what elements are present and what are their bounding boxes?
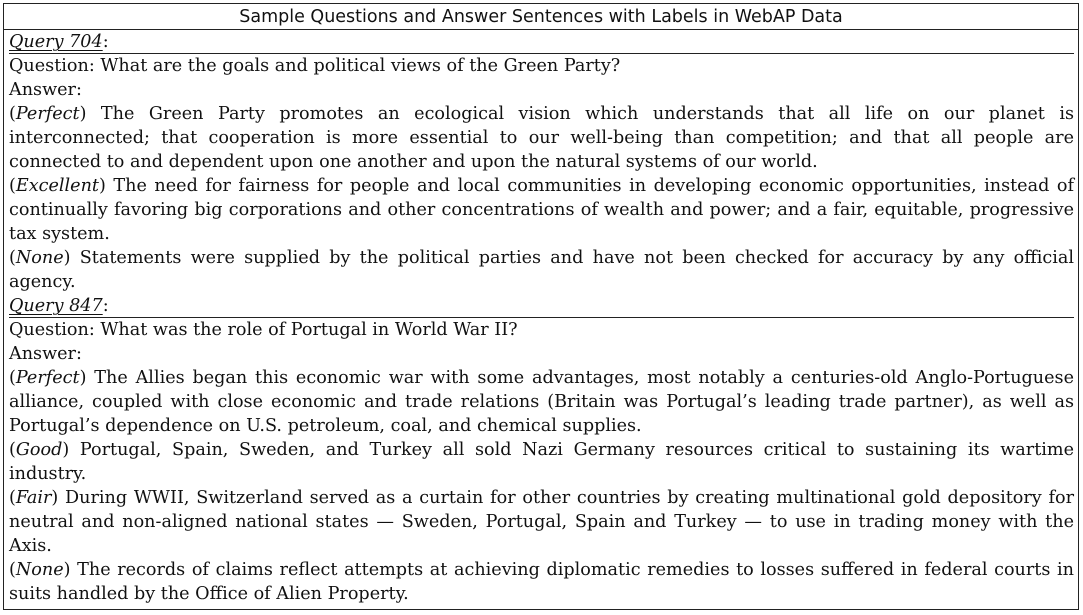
query-704-answer-excellent: (Excellent) The need for fairness for pe… (9, 176, 1074, 244)
query-704-answer-none: (None) Statements were supplied by the p… (9, 248, 1074, 292)
answer-text: The Green Party promotes an ecological v… (9, 104, 1074, 172)
query-847-answer-good: (Good) Portugal, Spain, Sweden, and Turk… (9, 440, 1074, 484)
answer-label: Perfect (15, 368, 80, 388)
table-body: Query 704: Question: What are the goals … (4, 30, 1078, 606)
query-704-header: Query 704: (9, 30, 1074, 54)
sample-table: Sample Questions and Answer Sentences wi… (3, 3, 1079, 610)
answer-text: Statements were supplied by the politica… (9, 248, 1074, 292)
query-704-label: Query 704 (9, 32, 103, 52)
query-847-answer-fair: (Fair) During WWII, Switzerland served a… (9, 488, 1074, 556)
answer-label: None (15, 560, 64, 580)
answer-label: Perfect (15, 104, 80, 124)
query-847-question: Question: What was the role of Portugal … (9, 320, 518, 340)
query-847-answer-perfect: (Perfect) The Allies began this economic… (9, 368, 1074, 436)
answer-text: During WWII, Switzerland served as a cur… (9, 488, 1074, 556)
answer-label: Fair (15, 488, 52, 508)
answer-label: Excellent (15, 176, 99, 196)
query-704-answer-heading: Answer: (9, 80, 82, 100)
query-847-answer-none: (None) The records of claims reflect att… (9, 560, 1074, 604)
answer-label: Good (15, 440, 63, 460)
query-847-answer-heading: Answer: (9, 344, 82, 364)
answer-text: Portugal, Spain, Sweden, and Turkey all … (9, 440, 1074, 484)
answer-text: The Allies began this economic war with … (9, 368, 1074, 436)
query-704-colon: : (102, 32, 109, 52)
query-704-answer-perfect: (Perfect) The Green Party promotes an ec… (9, 104, 1074, 172)
query-847-label: Query 847 (9, 296, 103, 316)
answer-text: The need for fairness for people and loc… (9, 176, 1074, 244)
answer-label: None (15, 248, 64, 268)
query-704-question: Question: What are the goals and politic… (9, 56, 621, 76)
query-847-colon: : (102, 296, 109, 316)
answer-text: The records of claims reflect attempts a… (9, 560, 1074, 604)
table-title: Sample Questions and Answer Sentences wi… (4, 4, 1078, 30)
query-847-header: Query 847: (9, 294, 1074, 318)
